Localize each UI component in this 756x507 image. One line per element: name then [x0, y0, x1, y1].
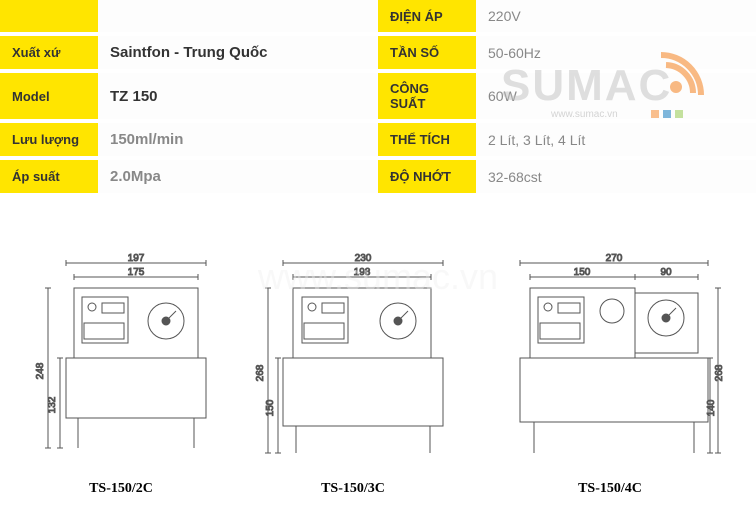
diagrams-row: 197 175 — [0, 233, 756, 507]
frequency-label: TẦN SỐ — [378, 34, 476, 71]
d1-top-outer: 197 — [128, 253, 145, 264]
flowrate-label: Lưu lượng — [0, 121, 98, 158]
diagram-2: 230 198 268 150 — [248, 253, 458, 497]
d3-top-inner-l: 150 — [574, 267, 591, 278]
power-value: 60W — [476, 71, 756, 121]
spec-row-4: Áp suất 2.0Mpa ĐỘ NHỚT 32-68cst — [0, 158, 756, 193]
diagram-1: 197 175 — [26, 253, 216, 497]
d1-left-full: 248 — [35, 362, 46, 379]
spec-row-0: ĐIỆN ÁP 220V — [0, 0, 756, 34]
spec-table: ĐIỆN ÁP 220V Xuất xứ Saintfon - Trung Qu… — [0, 0, 756, 193]
pressure-label: Áp suất — [0, 158, 98, 193]
d2-left-full: 268 — [255, 364, 266, 381]
d3-left-lower: 140 — [706, 399, 717, 416]
volume-value: 2 Lít, 3 Lít, 4 Lít — [476, 121, 756, 158]
spec-row-2: Model TZ 150 CÔNG SUẤT 60W — [0, 71, 756, 121]
voltage-label: ĐIỆN ÁP — [378, 0, 476, 34]
origin-label: Xuất xứ — [0, 34, 98, 71]
volume-label: THỂ TÍCH — [378, 121, 476, 158]
diagram-1-svg: 197 175 — [26, 253, 216, 468]
d3-top-inner-r: 90 — [660, 267, 672, 278]
diagram-3-svg: 270 150 90 — [490, 253, 730, 468]
d2-top-outer: 230 — [355, 253, 372, 264]
d2-top-inner: 198 — [354, 267, 371, 278]
d1-left-lower: 132 — [47, 396, 58, 413]
d3-top-outer: 270 — [606, 253, 623, 264]
pressure-value: 2.0Mpa — [98, 158, 378, 193]
spec-row-3: Lưu lượng 150ml/min THỂ TÍCH 2 Lít, 3 Lí… — [0, 121, 756, 158]
origin-value: Saintfon - Trung Quốc — [98, 34, 378, 71]
viscosity-value: 32-68cst — [476, 158, 756, 193]
d1-top-inner: 175 — [128, 267, 145, 278]
d2-left-lower: 150 — [265, 399, 276, 416]
d3-left-full: 268 — [714, 364, 725, 381]
voltage-value: 220V — [476, 0, 756, 34]
diagram-2-caption: TS-150/3C — [248, 481, 458, 497]
frequency-value: 50-60Hz — [476, 34, 756, 71]
viscosity-label: ĐỘ NHỚT — [378, 158, 476, 193]
diagram-1-caption: TS-150/2C — [26, 481, 216, 497]
model-value: TZ 150 — [98, 71, 378, 121]
spec-row-1: Xuất xứ Saintfon - Trung Quốc TẦN SỐ 50-… — [0, 34, 756, 71]
power-label: CÔNG SUẤT — [378, 71, 476, 121]
model-label: Model — [0, 71, 98, 121]
diagram-2-svg: 230 198 268 150 — [248, 253, 458, 468]
empty-label — [0, 0, 98, 34]
diagram-3-caption: TS-150/4C — [490, 481, 730, 497]
flowrate-value: 150ml/min — [98, 121, 378, 158]
empty-value — [98, 0, 378, 34]
diagram-3: 270 150 90 — [490, 253, 730, 497]
